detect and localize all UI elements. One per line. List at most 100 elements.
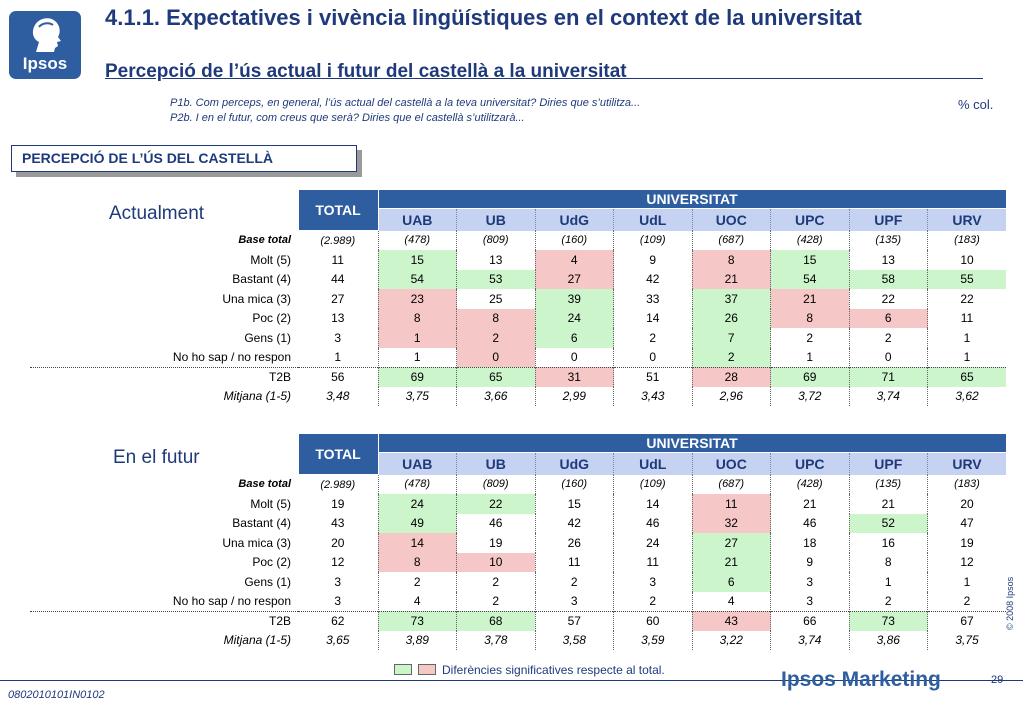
results-table-current: TOTAL UNIVERSITAT UAB UB UdG UdL UOC UPC UPF URV B…: [30, 189, 1007, 406]
value-cell-udg: 3: [534, 591, 614, 611]
value-cell-ub: (809): [456, 474, 535, 494]
value-cell-urv: 2: [927, 591, 1006, 611]
value-cell-upc: 1: [770, 347, 849, 367]
copyright-text: © 2008 Ipsos: [1005, 576, 1015, 630]
significance-legend: Diferències significatives respecte al t…: [394, 663, 665, 677]
value-cell-upc: 3,72: [770, 386, 849, 406]
value-cell-uab: 8: [377, 552, 457, 572]
value-cell-ub: 65: [456, 366, 535, 387]
value-cell-upc: 3,74: [770, 630, 849, 650]
total-cell: 19: [331, 496, 345, 511]
row-label: Poc (2): [252, 555, 291, 570]
value-cell-udg: 39: [534, 289, 614, 309]
table-row: Bastant (4) 44 54 53 27 42 21 54 58 55: [30, 269, 1006, 289]
total-cell: 44: [331, 272, 345, 287]
value-cell-upf: 16: [848, 533, 928, 553]
value-cell-udl: 2: [613, 328, 692, 348]
value-cell-urv: 12: [927, 552, 1006, 572]
value-cell-udg: 42: [534, 513, 614, 533]
value-cell-urv: 1: [927, 328, 1006, 348]
value-cell-upf: 22: [848, 289, 928, 309]
table-label-current: Actualment: [109, 203, 205, 224]
row-label: T2B: [30, 366, 298, 387]
value-cell-ub: 0: [456, 347, 535, 367]
row-label: Una mica (3): [222, 291, 291, 306]
question-text: P1b. Com perceps, en general, l’ús actua…: [170, 96, 640, 126]
row-label: Molt (5): [250, 496, 291, 511]
value-cell-udl: (109): [613, 474, 692, 494]
footer-brand-logo: Ipsos Marketing: [781, 668, 941, 691]
title-divider: [430, 78, 983, 79]
row-label: Mitjana (1-5): [223, 633, 291, 648]
value-cell-udl: 11: [613, 552, 692, 572]
value-cell-urv: 20: [927, 494, 1006, 514]
value-cell-ub: 3,66: [456, 386, 535, 406]
value-cell-udg: 15: [534, 494, 614, 514]
value-cell-uoc: 8: [691, 250, 771, 270]
value-cell-uoc: 43: [691, 610, 771, 631]
value-cell-urv: (183): [927, 474, 1006, 494]
value-cell-ub: 3,78: [456, 630, 535, 650]
value-cell-urv: 1: [927, 572, 1006, 592]
value-cell-udl: 3: [613, 572, 692, 592]
page-title: 4.1.1. Expectatives i vivència lingüísti…: [105, 5, 862, 30]
value-cell-upf: (135): [848, 230, 928, 250]
value-cell-uab: 4: [377, 591, 457, 611]
total-cell: 62: [298, 610, 378, 631]
question-p2b: P2b. I en el futur, com creus que serà? …: [170, 112, 525, 124]
value-cell-urv: 3,62: [927, 386, 1006, 406]
value-cell-uoc: 4: [691, 591, 771, 611]
copyright-notice: © 2008 Ipsos: [1005, 560, 1017, 630]
header-udg: UdG: [534, 208, 614, 231]
table-row: Una mica (3) 27 23 25 39 33 37 21 22 22: [30, 289, 1006, 309]
value-cell-uoc: 6: [691, 572, 771, 592]
value-cell-upf: 2: [848, 591, 928, 611]
value-cell-udg: (160): [534, 474, 614, 494]
value-cell-uoc: 21: [691, 269, 771, 289]
value-cell-upc: 66: [770, 610, 849, 631]
table-row: Una mica (3) 20 14 19 26 24 27 18 16 19: [30, 533, 1006, 553]
value-cell-uab: 1: [377, 347, 457, 367]
value-cell-udg: 57: [534, 610, 614, 631]
value-cell-upc: 54: [770, 269, 849, 289]
value-cell-uoc: 26: [691, 308, 771, 328]
table-row: T2B 62 73 68 57 60 43 66 73 67: [30, 610, 1006, 631]
value-cell-uab: 1: [377, 328, 457, 348]
value-cell-upc: 3: [770, 572, 849, 592]
page-number: 29: [991, 674, 1004, 686]
value-cell-uoc: 3,22: [691, 630, 771, 650]
value-cell-uab: 54: [377, 269, 457, 289]
row-label: Base total: [238, 478, 291, 491]
total-cell: 43: [331, 516, 345, 531]
results-table-future: TOTAL UNIVERSITAT UAB UB UdG UdL UOC UPC UPF URV B…: [30, 433, 1007, 650]
table-row: Bastant (4) 43 49 46 42 46 32 46 52 47: [30, 513, 1006, 533]
value-cell-upc: (428): [770, 230, 849, 250]
table-row: Base total (2.989) (478) (809) (160) (109) (68…: [30, 230, 1006, 250]
total-cell: (2.989): [320, 478, 356, 491]
row-label: No ho sap / no respon: [172, 594, 291, 608]
value-cell-upc: 18: [770, 533, 849, 553]
value-cell-uoc: 2,96: [691, 386, 771, 406]
total-cell: 3: [334, 594, 342, 608]
value-cell-uoc: 28: [691, 366, 771, 387]
value-cell-ub: 2: [456, 591, 535, 611]
legend-text: Diferències significatives respecte al t…: [442, 663, 665, 677]
row-label: Poc (2): [252, 311, 291, 326]
value-cell-uab: 49: [377, 513, 457, 533]
value-cell-upc: 8: [770, 308, 849, 328]
table-row: Mitjana (1-5) 3,65 3,89 3,78 3,58 3,59 3,22 3,7…: [30, 630, 1006, 650]
question-p1b: P1b. Com perceps, en general, l’ús actua…: [170, 97, 641, 109]
total-cell: 11: [331, 252, 344, 267]
value-cell-udl: 24: [613, 533, 692, 553]
document-code: 0802010101IN0102: [8, 689, 105, 701]
total-cell: 12: [331, 555, 345, 570]
header-upf: UPF: [848, 208, 928, 231]
row-label: Bastant (4): [232, 272, 291, 287]
value-cell-uab: 2: [377, 572, 457, 592]
value-cell-uoc: 37: [691, 289, 771, 309]
value-cell-ub: 25: [456, 289, 535, 309]
table-row: No ho sap / no respon 1 1 0 0 0 2 1 0 1: [30, 347, 1006, 367]
section-title: PERCEPCIÓ DE L’ÚS DEL CASTELLÀ: [11, 145, 357, 172]
value-cell-ub: 68: [456, 610, 535, 631]
ipsos-logo: Ipsos: [9, 11, 81, 79]
